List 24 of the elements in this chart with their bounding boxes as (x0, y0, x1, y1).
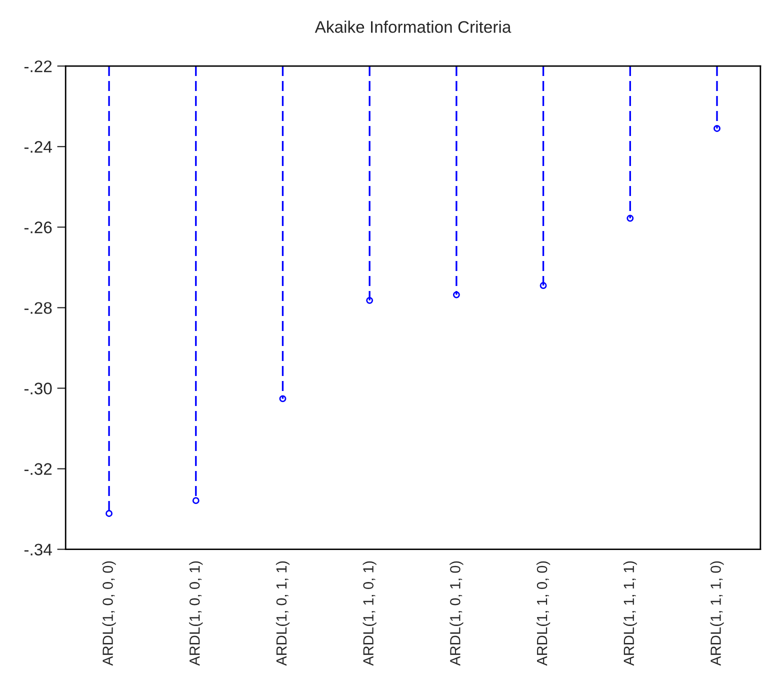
y-tick-label: -.26 (24, 222, 52, 234)
x-tick-label: ARDL(1, 1, 0, 1) (362, 561, 376, 666)
x-tick-label: ARDL(1, 1, 1, 1) (623, 561, 637, 666)
y-tick-label: -.24 (24, 140, 52, 153)
x-tick-label: ARDL(1, 1, 1, 0) (710, 561, 724, 666)
x-tick-label: ARDL(1, 0, 0, 0) (102, 561, 116, 666)
y-tick-label: -.32 (24, 463, 52, 475)
x-tick-label: ARDL(1, 0, 1, 0) (450, 561, 464, 666)
y-tick-label: -.22 (24, 60, 52, 72)
y-tick-label: -.28 (24, 302, 52, 314)
point (540, 282, 547, 290)
chart-title: Akaike Information Criteria (314, 20, 512, 33)
point (279, 395, 286, 402)
x-tick-label: ARDL(1, 0, 1, 1) (276, 561, 290, 666)
point (626, 214, 634, 222)
y-tick-label: -.30 (24, 382, 52, 394)
x-tick-label: ARDL(1, 1, 0, 0) (536, 561, 550, 666)
point (452, 291, 460, 298)
point (106, 510, 113, 517)
point (192, 497, 200, 504)
point (366, 296, 374, 304)
x-tick-label: ARDL(1, 0, 0, 1) (189, 561, 203, 666)
point (714, 125, 720, 132)
y-tick-label: -.34 (24, 544, 52, 556)
